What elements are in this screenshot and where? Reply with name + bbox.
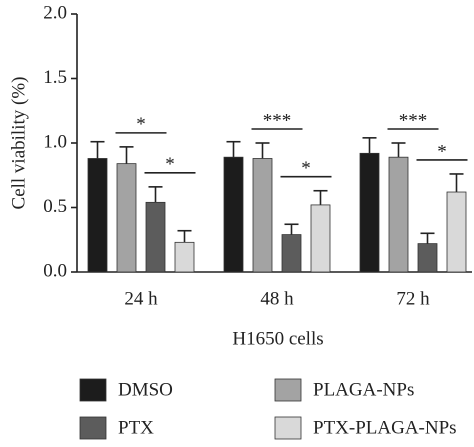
bar [145, 201, 166, 273]
bar [388, 156, 409, 273]
y-tick-label: 1.5 [43, 67, 67, 88]
bar [252, 158, 273, 273]
y-tick-label: 2.0 [43, 2, 67, 23]
y-axis-label: Cell viability (%) [8, 77, 29, 210]
bar [281, 234, 302, 273]
significance-label: *** [263, 110, 292, 131]
x-tick-label: 24 h [124, 288, 158, 309]
significance-label: * [437, 141, 447, 162]
significance-label: * [301, 158, 311, 179]
legend-swatch [79, 416, 107, 440]
bar [446, 191, 467, 273]
x-tick-label: 48 h [260, 288, 294, 309]
x-axis-label: H1650 cells [232, 328, 323, 349]
x-tick-label: 72 h [396, 288, 430, 309]
legend-label: PTX [118, 417, 154, 438]
y-tick-label: 0.0 [43, 260, 67, 281]
bar [116, 163, 137, 273]
bar [417, 243, 438, 273]
legend-label: DMSO [118, 379, 173, 400]
legend-swatch [79, 378, 107, 402]
bar [87, 158, 108, 273]
legend-label: PLAGA-NPs [313, 379, 414, 400]
bar [223, 156, 244, 273]
legend-swatch [274, 378, 302, 402]
bar [359, 152, 380, 273]
legend-label: PTX-PLAGA-NPs [313, 417, 457, 438]
y-tick-label: 1.0 [43, 131, 67, 152]
significance-label: * [165, 154, 175, 175]
bar [174, 241, 195, 273]
y-tick-label: 0.5 [43, 196, 67, 217]
bar [310, 204, 331, 273]
legend-swatch [274, 416, 302, 440]
significance-label: * [136, 114, 146, 135]
significance-label: *** [399, 110, 428, 131]
